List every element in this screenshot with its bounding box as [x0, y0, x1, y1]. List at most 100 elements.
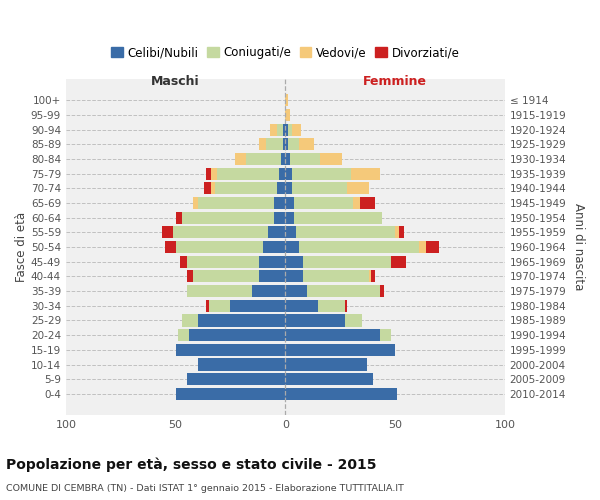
- Bar: [287, 124, 292, 136]
- Bar: [286, 314, 344, 326]
- Bar: [391, 256, 406, 268]
- Bar: [371, 270, 376, 282]
- Bar: [259, 256, 286, 268]
- Bar: [286, 109, 290, 121]
- Bar: [426, 241, 439, 253]
- Bar: [395, 226, 400, 238]
- Bar: [197, 197, 274, 209]
- Text: COMUNE DI CEMBRA (TN) - Dati ISTAT 1° gennaio 2015 - Elaborazione TUTTITALIA.IT: COMUNE DI CEMBRA (TN) - Dati ISTAT 1° ge…: [6, 484, 404, 493]
- Bar: [299, 138, 314, 150]
- Bar: [182, 212, 274, 224]
- Bar: [320, 153, 343, 165]
- Bar: [268, 226, 286, 238]
- Bar: [211, 182, 215, 194]
- Bar: [400, 226, 404, 238]
- Bar: [286, 373, 373, 385]
- Bar: [286, 182, 292, 194]
- Bar: [193, 270, 259, 282]
- Bar: [211, 168, 217, 180]
- Bar: [246, 153, 281, 165]
- Bar: [274, 197, 286, 209]
- Bar: [286, 197, 294, 209]
- Bar: [176, 241, 263, 253]
- Bar: [351, 168, 380, 180]
- Bar: [286, 344, 395, 356]
- Bar: [294, 197, 353, 209]
- Bar: [277, 124, 283, 136]
- Bar: [286, 153, 290, 165]
- Bar: [360, 197, 376, 209]
- Bar: [204, 182, 211, 194]
- Bar: [173, 226, 268, 238]
- Bar: [286, 124, 287, 136]
- Bar: [347, 182, 369, 194]
- Bar: [235, 153, 246, 165]
- Bar: [187, 270, 193, 282]
- Bar: [206, 300, 209, 312]
- Bar: [178, 329, 189, 341]
- Bar: [182, 314, 197, 326]
- Bar: [187, 256, 259, 268]
- Bar: [292, 182, 347, 194]
- Bar: [286, 300, 318, 312]
- Bar: [263, 241, 286, 253]
- Text: Femmine: Femmine: [363, 75, 427, 88]
- Bar: [286, 358, 367, 370]
- Bar: [380, 285, 384, 297]
- Bar: [290, 153, 320, 165]
- Y-axis label: Anni di nascita: Anni di nascita: [572, 204, 585, 291]
- Bar: [176, 388, 286, 400]
- Bar: [253, 285, 286, 297]
- Bar: [176, 212, 182, 224]
- Bar: [286, 138, 287, 150]
- Legend: Celibi/Nubili, Coniugati/e, Vedovi/e, Divorziati/e: Celibi/Nubili, Coniugati/e, Vedovi/e, Di…: [107, 42, 464, 64]
- Bar: [294, 212, 382, 224]
- Bar: [292, 124, 301, 136]
- Bar: [281, 153, 286, 165]
- Bar: [215, 182, 277, 194]
- Bar: [197, 314, 286, 326]
- Bar: [286, 388, 397, 400]
- Bar: [344, 300, 347, 312]
- Bar: [197, 358, 286, 370]
- Text: Popolazione per età, sesso e stato civile - 2015: Popolazione per età, sesso e stato civil…: [6, 458, 377, 472]
- Bar: [296, 226, 395, 238]
- Bar: [286, 226, 296, 238]
- Bar: [163, 226, 173, 238]
- Bar: [286, 212, 294, 224]
- Bar: [307, 285, 380, 297]
- Bar: [164, 241, 176, 253]
- Bar: [286, 270, 303, 282]
- Bar: [189, 329, 286, 341]
- Bar: [292, 168, 351, 180]
- Bar: [279, 168, 286, 180]
- Bar: [369, 270, 371, 282]
- Bar: [286, 329, 380, 341]
- Bar: [270, 124, 277, 136]
- Y-axis label: Fasce di età: Fasce di età: [15, 212, 28, 282]
- Bar: [380, 329, 391, 341]
- Bar: [303, 256, 391, 268]
- Bar: [303, 270, 369, 282]
- Bar: [286, 241, 299, 253]
- Bar: [318, 300, 344, 312]
- Bar: [176, 344, 286, 356]
- Bar: [283, 124, 286, 136]
- Text: Maschi: Maschi: [151, 75, 200, 88]
- Bar: [187, 373, 286, 385]
- Bar: [259, 270, 286, 282]
- Bar: [299, 241, 419, 253]
- Bar: [286, 94, 287, 106]
- Bar: [344, 314, 362, 326]
- Bar: [266, 138, 283, 150]
- Bar: [277, 182, 286, 194]
- Bar: [353, 197, 360, 209]
- Bar: [206, 168, 211, 180]
- Bar: [230, 300, 286, 312]
- Bar: [259, 138, 266, 150]
- Bar: [209, 300, 230, 312]
- Bar: [180, 256, 187, 268]
- Bar: [217, 168, 279, 180]
- Bar: [283, 138, 286, 150]
- Bar: [286, 256, 303, 268]
